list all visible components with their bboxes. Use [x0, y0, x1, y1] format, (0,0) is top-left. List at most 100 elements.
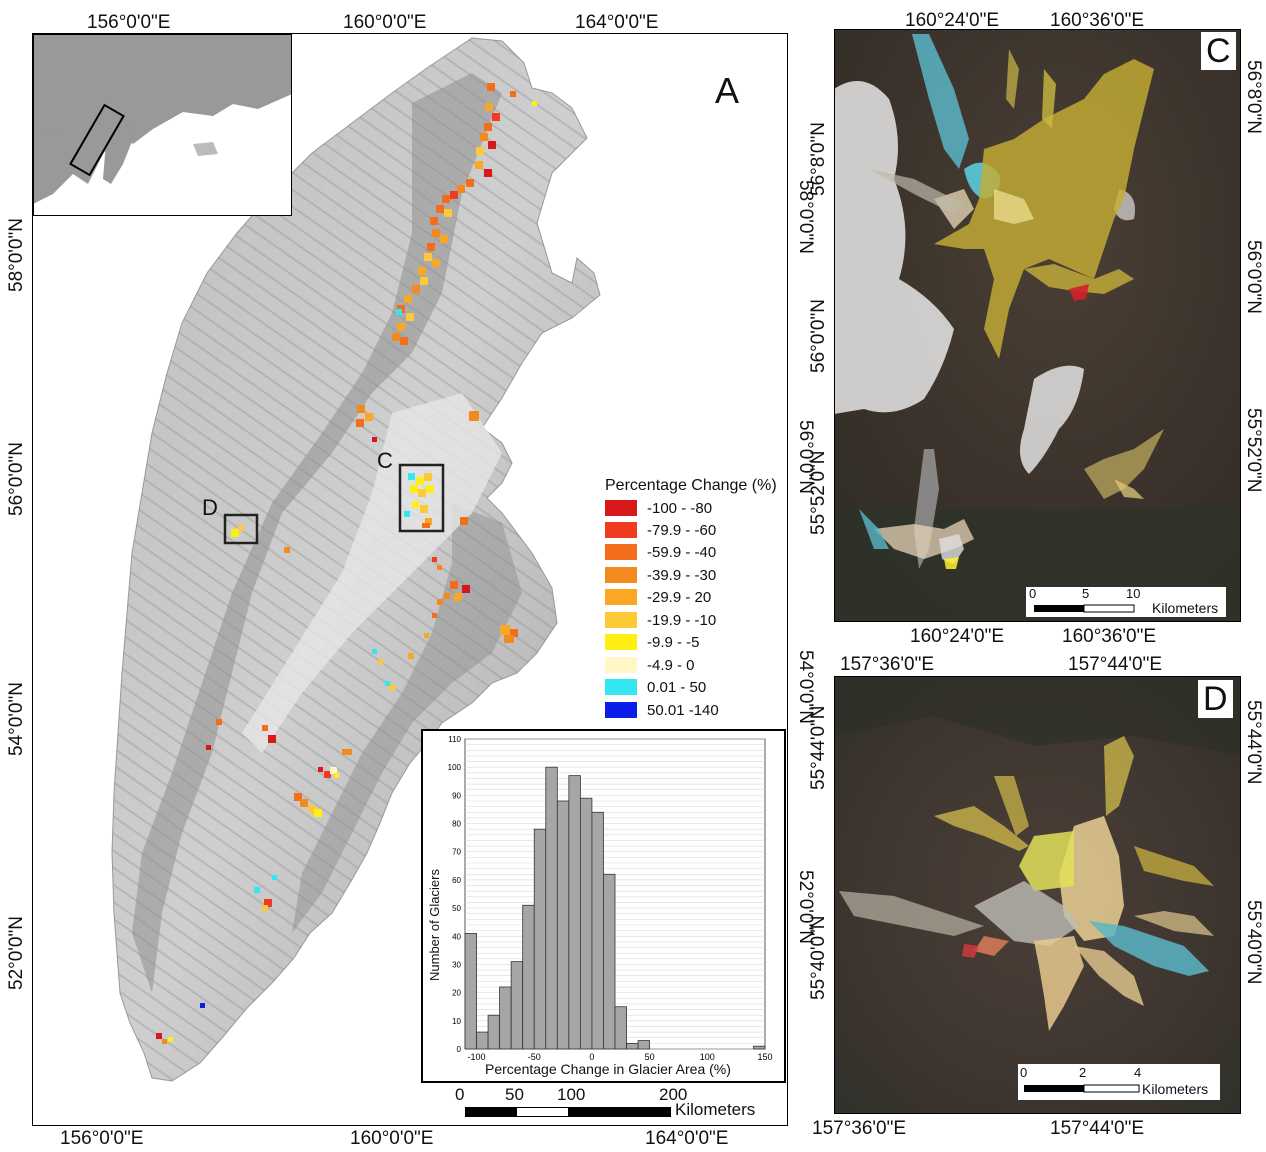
- panel-a-bottom-lon-3: 164°0'0"E: [645, 1128, 729, 1149]
- legend-swatch: [605, 589, 637, 605]
- panel-d-satellite-image: [834, 676, 1241, 1114]
- scale-tick: 200: [659, 1085, 688, 1104]
- histogram-bar: [522, 904, 535, 1050]
- panel-b: B Number of Glaciers Percentage Change i…: [421, 729, 786, 1083]
- x-tick-label: -50: [528, 1052, 541, 1062]
- panel-c-top-lon-1: 160°24'0"E: [905, 10, 1000, 31]
- legend: Percentage Change (%) -100 - -80 -79.9 -…: [605, 477, 790, 727]
- histogram-bar: [579, 797, 593, 1050]
- legend-item: 0.01 - 50: [605, 676, 706, 698]
- panel-c-left-lat-2: 56°0'0"N: [808, 299, 829, 373]
- y-tick-label: 30: [452, 960, 461, 969]
- panel-c-left-lat-1: 56°8'0"N: [808, 122, 829, 196]
- panel-d-label: D: [1198, 680, 1233, 718]
- y-tick-label: 110: [448, 735, 461, 744]
- scale-tick: 0: [1020, 1065, 1028, 1080]
- legend-label: -4.9 - 0: [647, 656, 695, 674]
- legend-swatch: [605, 500, 637, 516]
- box-c: [398, 463, 445, 533]
- panel-d-bottom-lon-2: 157°44'0"E: [1050, 1118, 1145, 1139]
- panel-c-label: C: [1201, 32, 1236, 70]
- panel-a-top-lon-1: 156°0'0"E: [87, 12, 171, 33]
- legend-label: -79.9 - -60: [647, 521, 717, 539]
- panel-c-right-lat-3: 55°52'0"N: [1243, 408, 1264, 493]
- legend-item: -39.9 - -30: [605, 564, 716, 586]
- histogram-bar: [499, 986, 512, 1050]
- scale-tick: 0: [455, 1085, 465, 1104]
- panel-c-bottom-lon-2: 160°36'0"E: [1062, 626, 1157, 647]
- panel-c-left-lat-3: 55°52'0"N: [808, 450, 829, 535]
- panel-c-top-lon-2: 160°36'0"E: [1050, 10, 1145, 31]
- panel-a-left-lat-3: 54°0'0"N: [6, 682, 27, 756]
- legend-item: -59.9 - -40: [605, 541, 716, 563]
- panel-d-right-lat-1: 55°44'0"N: [1243, 700, 1264, 785]
- legend-item: -79.9 - -60: [605, 519, 716, 541]
- legend-swatch: [605, 522, 637, 538]
- box-d-label: D: [202, 495, 218, 520]
- panel-a-left-lat-2: 56°0'0"N: [6, 442, 27, 516]
- x-tick-label: -100: [468, 1052, 486, 1062]
- legend-item: -29.9 - 20: [605, 586, 711, 608]
- panel-d-top-lon-2: 157°44'0"E: [1068, 654, 1163, 675]
- scale-tick: 2: [1079, 1065, 1087, 1080]
- panel-d-left-lat-1: 55°44'0"N: [808, 705, 829, 790]
- histogram-xlabel: Percentage Change in Glacier Area (%): [485, 1061, 731, 1077]
- panel-a-bottom-lon-1: 156°0'0"E: [60, 1128, 144, 1149]
- legend-item: -100 - -80: [605, 497, 712, 519]
- panel-a-label: A: [715, 70, 740, 111]
- histogram-bar: [533, 828, 547, 1050]
- legend-swatch: [605, 612, 637, 628]
- histogram-bar: [487, 1014, 501, 1050]
- legend-label: 50.01 -140: [647, 701, 719, 719]
- scale-tick: 0: [1029, 586, 1037, 601]
- histogram-bar: [753, 1045, 766, 1050]
- y-tick-label: 40: [452, 932, 461, 941]
- scale-unit: Kilometers: [1142, 1081, 1209, 1097]
- histogram-bar: [510, 961, 524, 1050]
- panel-a-bottom-lon-2: 160°0'0"E: [350, 1128, 434, 1149]
- scale-tick: 10: [1126, 586, 1141, 601]
- scale-unit: Kilometers: [1152, 600, 1219, 616]
- x-tick-label: 50: [645, 1052, 655, 1062]
- legend-swatch: [605, 702, 637, 718]
- x-tick-label: 100: [700, 1052, 715, 1062]
- panel-d-left-lat-2: 55°40'0"N: [808, 915, 829, 1000]
- legend-swatch: [605, 657, 637, 673]
- panel-a-left-lat-1: 58°0'0"N: [6, 218, 27, 292]
- legend-swatch: [605, 634, 637, 650]
- y-tick-label: 60: [452, 876, 461, 885]
- histogram-bar: [603, 873, 616, 1050]
- legend-item: -19.9 - -10: [605, 609, 716, 631]
- y-tick-label: 80: [452, 820, 461, 829]
- y-tick-label: 0: [457, 1045, 462, 1054]
- y-tick-label: 70: [452, 848, 461, 857]
- legend-swatch: [605, 679, 637, 695]
- legend-label: -39.9 - -30: [647, 566, 717, 584]
- histogram-bar: [476, 1031, 489, 1050]
- histogram-bar: [626, 1042, 639, 1050]
- panel-a-left-lat-4: 52°0'0"N: [6, 916, 27, 990]
- legend-item: -4.9 - 0: [605, 654, 695, 676]
- histogram-bar: [614, 1006, 627, 1050]
- histogram-bar: [464, 933, 477, 1050]
- panel-c-bottom-lon-1: 160°24'0"E: [910, 626, 1005, 647]
- histogram-bar: [637, 1040, 651, 1050]
- glacier-cells: [156, 83, 537, 1044]
- legend-label: 0.01 - 50: [647, 678, 707, 696]
- scale-unit: Kilometers: [675, 1100, 756, 1119]
- legend-title: Percentage Change (%): [605, 477, 777, 494]
- legend-label: -59.9 - -40: [647, 543, 717, 561]
- box-c-label: C: [377, 448, 393, 473]
- histogram-bar: [556, 800, 570, 1050]
- histogram-bar: [591, 811, 604, 1050]
- panel-d-right-lat-2: 55°40'0"N: [1243, 900, 1264, 985]
- panel-a-top-lon-2: 160°0'0"E: [343, 12, 427, 33]
- panel-c-right-lat-2: 56°0'0"N: [1243, 240, 1264, 314]
- x-tick-label: 150: [757, 1052, 772, 1062]
- box-d: [223, 513, 259, 545]
- histogram-bar: [568, 775, 581, 1050]
- legend-item: 50.01 -140: [605, 699, 719, 721]
- inset-locator-map: [33, 34, 292, 216]
- legend-swatch: [605, 567, 637, 583]
- y-tick-label: 90: [452, 791, 461, 800]
